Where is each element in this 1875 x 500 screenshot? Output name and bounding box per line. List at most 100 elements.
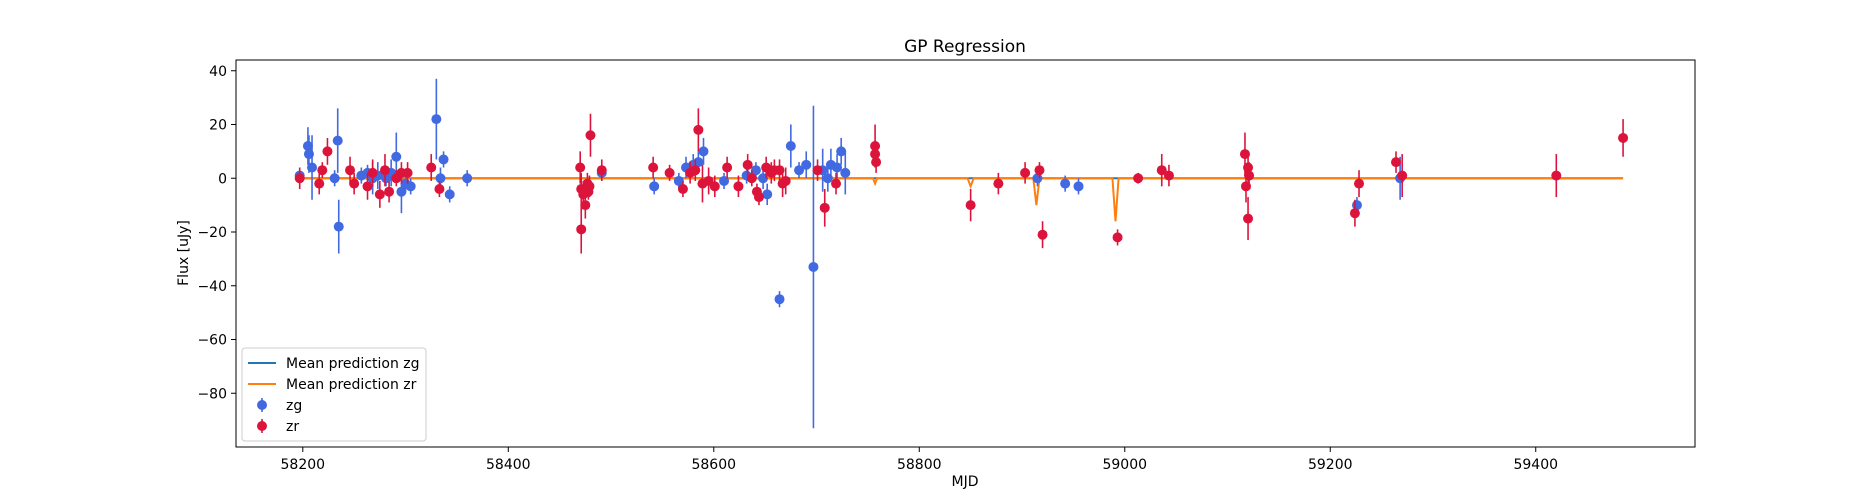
marker: [722, 162, 733, 173]
data-point: [596, 159, 607, 181]
marker: [384, 186, 395, 197]
marker: [762, 189, 773, 200]
marker: [1037, 229, 1048, 240]
marker: [1349, 208, 1360, 219]
data-point: [746, 170, 757, 187]
data-point: [1354, 170, 1365, 198]
data-point: [307, 135, 318, 200]
marker: [1133, 173, 1144, 184]
marker: [462, 173, 473, 184]
x-tick-label: 58600: [691, 457, 736, 473]
data-point: [762, 183, 773, 206]
x-tick-label: 59200: [1308, 457, 1353, 473]
data-point: [294, 167, 305, 189]
data-point: [444, 186, 455, 203]
data-point: [333, 199, 344, 254]
data-point: [774, 291, 785, 308]
x-tick-label: 58400: [486, 457, 531, 473]
y-axis-label: Flux [uJy]: [176, 220, 192, 286]
data-point: [1163, 164, 1174, 187]
data-point: [576, 205, 587, 254]
data-point: [314, 172, 325, 195]
x-tick-label: 58800: [897, 457, 942, 473]
x-tick-label: 58200: [281, 457, 326, 473]
data-point: [831, 172, 842, 195]
marker: [1354, 178, 1365, 189]
marker: [677, 184, 688, 194]
marker: [780, 175, 791, 186]
data-point: [993, 172, 1004, 195]
data-point: [840, 151, 851, 195]
data-point: [322, 137, 333, 165]
data-point: [1112, 229, 1123, 246]
marker: [391, 151, 402, 162]
marker: [871, 157, 882, 168]
y-tick-label: −80: [197, 386, 227, 402]
marker: [426, 162, 437, 173]
series-zr: [294, 108, 1629, 254]
marker: [698, 146, 709, 157]
y-tick-label: 40: [209, 64, 227, 80]
data-point: [1020, 162, 1031, 184]
marker: [379, 165, 390, 176]
marker: [362, 181, 373, 192]
data-point: [648, 156, 659, 179]
marker: [794, 165, 805, 176]
marker: [733, 181, 744, 192]
data-point: [345, 156, 356, 184]
marker: [1243, 162, 1254, 173]
marker: [367, 167, 378, 178]
marker: [332, 135, 343, 146]
data-point: [1551, 154, 1562, 198]
data-point: [690, 159, 701, 181]
data-point: [349, 172, 360, 195]
data-point: [709, 175, 720, 198]
data-point: [1060, 175, 1071, 192]
marker: [349, 178, 360, 189]
data-point: [317, 162, 328, 179]
marker: [693, 124, 704, 135]
legend-box: [241, 347, 427, 442]
legend-entry: zg: [257, 398, 302, 414]
data-point: [812, 159, 823, 181]
data-point: [677, 180, 688, 198]
marker: [690, 165, 701, 176]
data-point: [1244, 162, 1255, 189]
marker: [329, 173, 340, 184]
legend-entry: zr: [257, 419, 299, 435]
data-point: [426, 154, 437, 181]
data-point: [693, 108, 704, 152]
data-point: [1397, 154, 1408, 198]
marker: [1073, 181, 1084, 192]
marker: [576, 224, 587, 235]
marker: [1163, 170, 1174, 181]
marker: [317, 165, 328, 176]
marker: [1397, 170, 1408, 181]
data-point: [575, 151, 586, 184]
marker: [402, 167, 413, 178]
data-point: [1243, 197, 1254, 241]
marker: [585, 130, 596, 141]
legend-label: Mean prediction zr: [286, 377, 417, 393]
marker: [333, 221, 344, 232]
marker: [785, 141, 796, 151]
data-point: [332, 108, 343, 173]
data-point: [664, 164, 675, 181]
data-point: [742, 154, 753, 176]
data-point: [801, 151, 812, 179]
marker: [294, 173, 305, 184]
marker: [322, 146, 333, 157]
marker: [1156, 165, 1167, 176]
data-point: [794, 162, 805, 179]
marker: [345, 165, 356, 176]
marker: [431, 114, 442, 125]
mean-prediction-line: [302, 177, 1624, 222]
x-tick-label: 59000: [1102, 457, 1147, 473]
data-point: [836, 137, 847, 165]
data-point: [585, 113, 596, 157]
data-point: [374, 180, 385, 208]
data-point: [1073, 178, 1084, 195]
legend-marker-swatch: [257, 400, 267, 410]
data-point: [405, 178, 416, 195]
